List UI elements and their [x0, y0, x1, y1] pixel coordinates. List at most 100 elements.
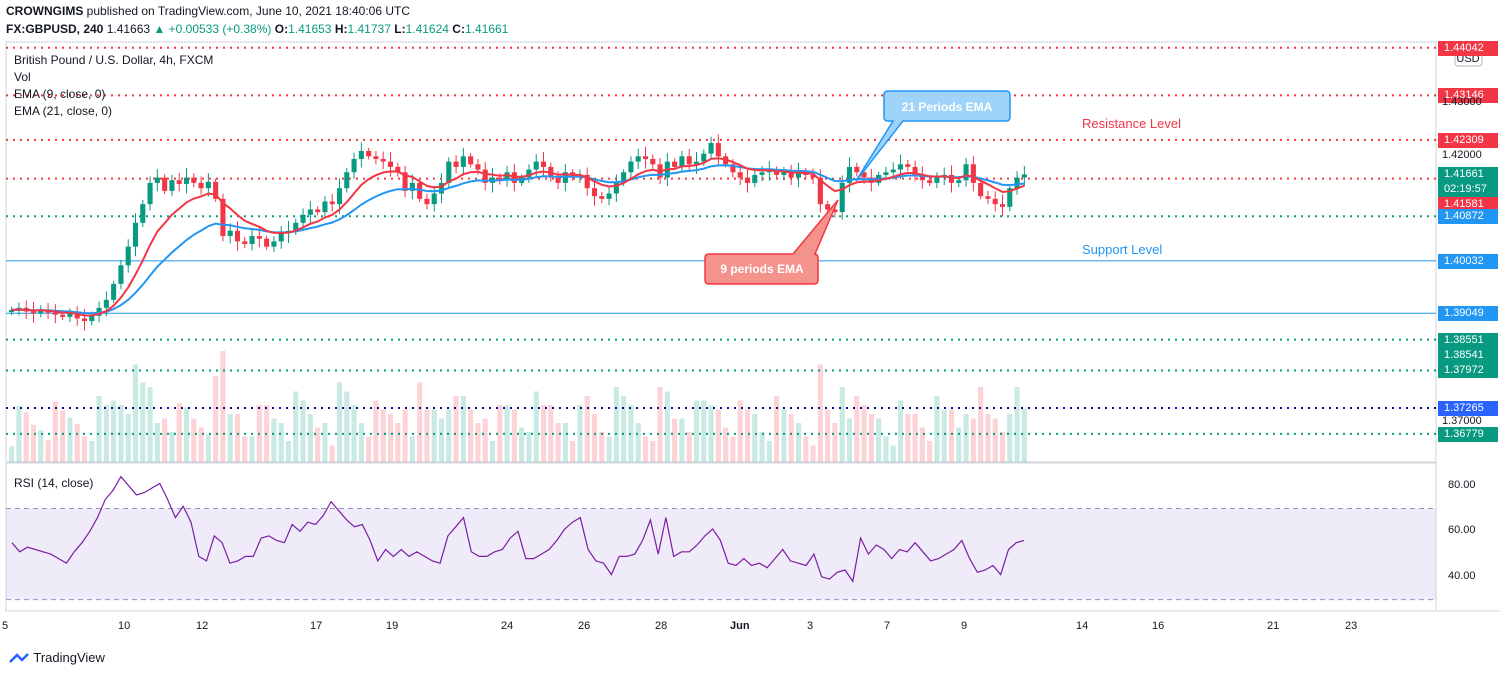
candle-body: [606, 193, 612, 199]
volume-bar: [1014, 387, 1020, 462]
price-pane[interactable]: [5, 41, 1437, 463]
volume-bar: [781, 409, 787, 462]
volume-bar: [96, 396, 102, 462]
time-axis-label: 14: [1076, 620, 1089, 632]
candle-body: [67, 313, 73, 317]
volume-bar: [162, 418, 168, 462]
candle-body: [533, 161, 539, 170]
candle-body: [599, 196, 605, 199]
candle-body: [307, 209, 313, 215]
rsi-axis-label: 60.00: [1448, 524, 1476, 537]
volume-bar: [511, 409, 517, 462]
candle-body: [453, 161, 459, 167]
candle-body: [234, 230, 241, 242]
candle-body: [409, 182, 415, 191]
volume-bar: [249, 436, 255, 462]
price-tag: 1.40032: [1438, 253, 1498, 269]
legend-ema21: EMA (21, close, 0): [14, 104, 113, 118]
volume-bar: [737, 400, 743, 462]
volume-bar: [897, 400, 904, 462]
volume-bar: [526, 432, 532, 462]
volume-bar: [540, 405, 547, 462]
volume-bar: [992, 418, 998, 462]
volume-bar: [883, 436, 889, 462]
volume-bar: [825, 409, 831, 462]
close-value: 1.41661: [464, 22, 509, 36]
rsi-pane[interactable]: [5, 462, 1437, 612]
candle-body: [963, 164, 969, 181]
volume-bar: [657, 387, 663, 462]
volume-bar: [154, 423, 160, 462]
volume-bar: [1021, 408, 1027, 462]
candle-body: [315, 209, 321, 213]
volume-bar: [293, 391, 299, 462]
candle-body: [890, 169, 896, 173]
volume-bar: [460, 396, 466, 462]
symbol-line: FX:GBPUSD, 240 1.41663 ▲ +0.00533 (+0.38…: [6, 22, 508, 36]
price-tag: 02:19:57: [1438, 182, 1498, 198]
candle-body: [220, 198, 226, 237]
legend-ema9: EMA (9, close, 0): [14, 87, 106, 101]
candle-body: [460, 156, 466, 167]
volume-bar: [635, 423, 641, 462]
candle-body: [395, 166, 401, 173]
volume-bar: [380, 409, 386, 462]
volume-bar: [16, 405, 22, 462]
candle-body: [169, 180, 175, 191]
time-axis-label: 9: [961, 620, 968, 632]
price-axis-label: 1.37000: [1442, 415, 1482, 428]
volume-bar: [759, 432, 765, 462]
high-label: H:: [334, 22, 348, 36]
candle-body: [905, 164, 911, 167]
publisher-name: CROWNGIMS: [6, 4, 84, 18]
candle-body: [978, 182, 984, 197]
candle-body: [912, 166, 918, 175]
candle-body: [358, 150, 364, 159]
volume-bar: [103, 405, 109, 462]
candle-body: [30, 311, 37, 314]
candle-body: [89, 315, 95, 322]
candle-body: [708, 143, 714, 154]
candle-body: [256, 236, 262, 239]
legend-vol: Vol: [14, 70, 31, 84]
legend-title: British Pound / U.S. Dollar, 4h, FXCM: [14, 53, 214, 67]
volume-bar: [344, 391, 350, 462]
candle-body: [111, 283, 117, 300]
candle-body: [897, 164, 904, 170]
candle-body: [213, 181, 219, 199]
low-value: 1.41624: [405, 22, 449, 36]
candle-body: [322, 201, 328, 213]
candle-body: [956, 180, 962, 183]
candle-body: [948, 174, 955, 183]
volume-bar: [672, 418, 678, 462]
volume-bar: [919, 427, 925, 462]
candle-body: [715, 143, 721, 157]
volume-bar: [366, 436, 372, 462]
candle-body: [642, 156, 649, 159]
candle-body: [176, 180, 182, 184]
candle-body: [154, 177, 160, 183]
candle-body: [927, 180, 933, 183]
resistance-label: Resistance Level: [1082, 116, 1181, 131]
candle-body: [60, 314, 66, 317]
rsi-band: [6, 508, 1436, 600]
volume-bar: [198, 427, 204, 462]
volume-bar: [336, 382, 343, 462]
ema21-callout-shape: [855, 90, 1011, 182]
volume-bar: [227, 414, 233, 462]
low-label: L:: [394, 22, 406, 36]
currency-badge[interactable]: USD: [1456, 53, 1479, 65]
volume-bar: [664, 391, 670, 462]
volume-bar: [985, 414, 991, 462]
symbol-label: FX:GBPUSD, 240: [6, 22, 104, 36]
candle-body: [74, 313, 80, 319]
candle-body: [468, 156, 474, 165]
volume-bar: [242, 436, 248, 462]
candle-body: [147, 182, 153, 205]
volume-bar: [271, 418, 277, 462]
tradingview-brand[interactable]: TradingView: [8, 650, 105, 666]
volume-bar: [446, 409, 452, 462]
volume-bar: [417, 382, 423, 462]
volume-bar: [642, 436, 649, 462]
